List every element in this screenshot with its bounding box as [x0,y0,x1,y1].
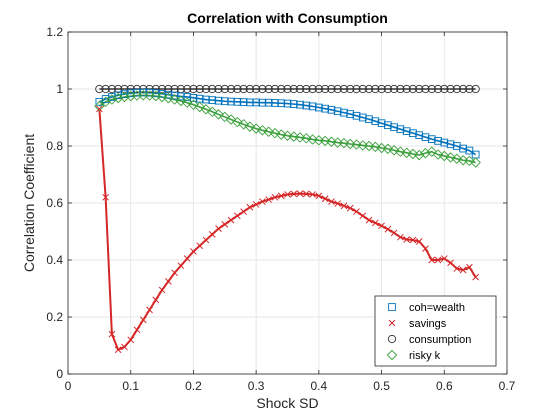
chart-title: Correlation with Consumption [187,10,388,26]
legend: coh=wealth savings consumption risky k [375,296,496,366]
y-tick-label: 0.4 [46,253,63,267]
y-tick-label: 0 [56,367,63,381]
legend-consumption-label: consumption [409,334,471,346]
x-tick-label: 0.6 [436,379,453,393]
y-tick-label: 0.8 [46,139,63,153]
x-tick-label: 0.2 [185,379,202,393]
y-tick-label: 0.6 [46,196,63,210]
legend-savings-label: savings [409,318,447,330]
y-tick-label: 1 [56,82,63,96]
x-axis-label: Shock SD [256,395,318,411]
x-tick-label: 0 [65,379,72,393]
y-tick-label: 0.2 [46,310,63,324]
x-tick-label: 0.4 [311,379,328,393]
x-tick-label: 0.1 [122,379,139,393]
y-axis-label: Correlation Coefficient [21,134,37,272]
legend-coh-wealth-label: coh=wealth [409,302,465,314]
x-tick-label: 0.3 [248,379,265,393]
legend-risky-k-label: risky k [409,350,441,362]
x-tick-label: 0.7 [499,379,516,393]
y-tick-label: 1.2 [46,25,63,39]
x-tick-label: 0.5 [373,379,390,393]
